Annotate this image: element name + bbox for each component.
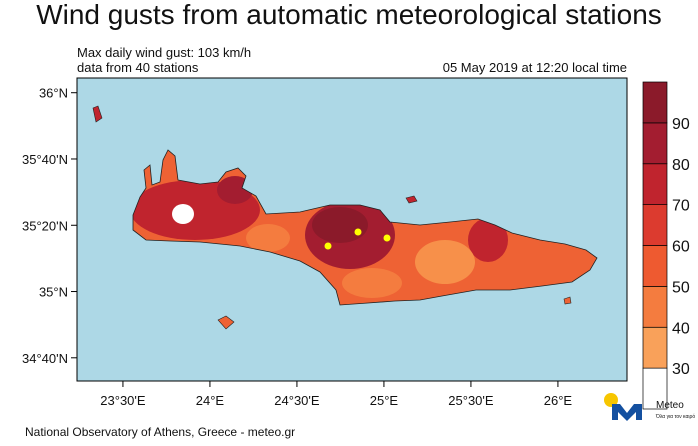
lon-label: 23°30'E [100, 393, 146, 408]
title: Wind gusts from automatic meteorological… [36, 0, 662, 30]
footer: National Observatory of Athens, Greece -… [25, 425, 295, 439]
logo: Meteo Όλα για τον καιρό [604, 393, 695, 421]
timestamp: 05 May 2019 at 12:20 local time [443, 60, 627, 75]
colorbar-label: 50 [672, 279, 690, 296]
lat-label: 34°40'N [22, 351, 68, 366]
island [405, 195, 418, 204]
colorbar: 30 40 50 60 70 80 90 [642, 81, 690, 410]
colorbar-box [642, 367, 668, 410]
colorbar-box [642, 163, 668, 205]
colorbar-box [642, 204, 668, 246]
colorbar-label: 80 [672, 157, 690, 174]
lat-label: 35°N [39, 285, 68, 300]
colorbar-box [642, 245, 668, 287]
lon-label: 24°30'E [274, 393, 320, 408]
island [563, 296, 572, 305]
colorbar-box [642, 81, 668, 124]
lat-label: 36°N [39, 86, 68, 101]
lon-label: 25°E [370, 393, 399, 408]
info-line: data from 40 stations [77, 60, 199, 75]
colorbar-box [642, 286, 668, 328]
island [92, 105, 103, 123]
station-marker [383, 234, 391, 242]
logo-tagline: Όλα για τον καιρό [655, 413, 695, 420]
colorbar-label: 30 [672, 361, 690, 378]
colorbar-box [642, 326, 668, 369]
coastline [132, 149, 598, 306]
lon-label: 25°30'E [448, 393, 494, 408]
station-marker [324, 242, 332, 250]
info-line: Max daily wind gust: 103 km/h [77, 45, 251, 60]
colorbar-label: 90 [672, 116, 690, 133]
station-marker [354, 228, 362, 236]
island [217, 315, 235, 330]
lon-label: 26°E [544, 393, 573, 408]
lat-label: 35°40'N [22, 152, 68, 167]
axes: 36°N 35°40'N 35°20'N 35°N 34°40'N 23°30'E 24°E… [22, 86, 572, 408]
colorbar-label: 40 [672, 320, 690, 337]
colorbar-box [642, 122, 668, 165]
colorbar-label: 70 [672, 198, 690, 215]
colorbar-label: 60 [672, 239, 690, 256]
lon-label: 24°E [196, 393, 225, 408]
logo-name: Meteo [656, 400, 684, 411]
lat-label: 35°20'N [22, 218, 68, 233]
